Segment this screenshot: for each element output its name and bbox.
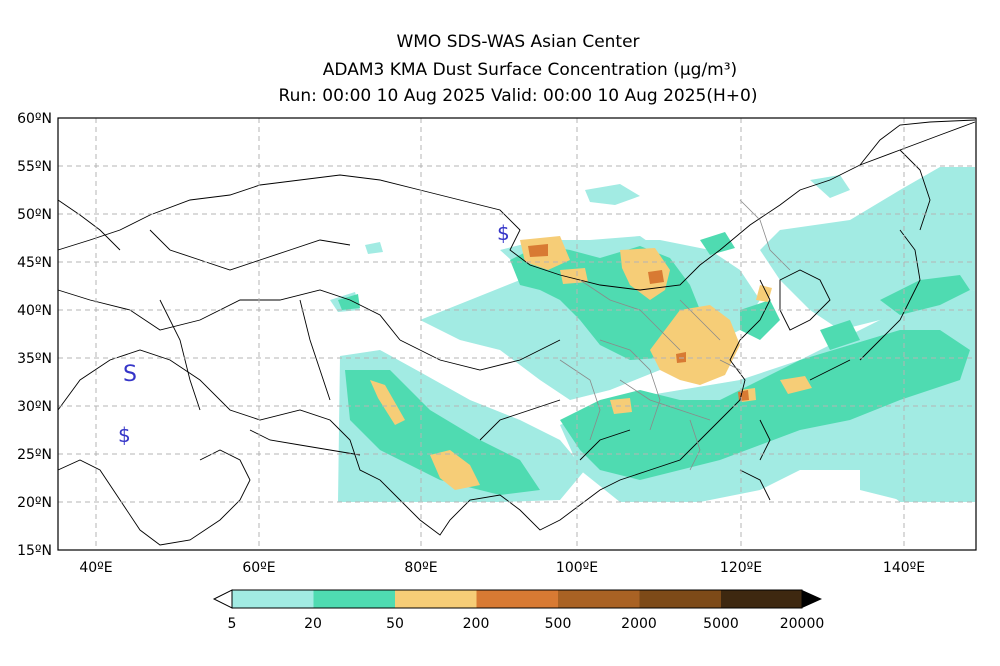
lat-label: 35ºN [17,351,52,367]
lon-label: 140ºE [883,560,925,576]
colorbar-swatch [639,590,721,608]
map-frame [57,117,977,551]
lat-label: 20ºN [17,495,52,511]
run-valid-time: Run: 00:00 10 Aug 2025 Valid: 00:00 10 A… [278,86,758,106]
colorbar-arrow-low [212,589,233,609]
colorbar-swatch [313,590,395,608]
lon-label: 100ºE [556,560,598,576]
lat-label: 50ºN [17,207,52,223]
colorbar-tick-label: 500 [545,616,572,632]
colorbar-tick-label: 20000 [780,616,825,632]
lon-label: 80ºE [404,560,437,576]
chart-title: WMO SDS-WAS Asian Center [396,32,640,52]
lat-label: 45ºN [17,255,52,271]
station-marker: $ [497,221,510,245]
colorbar-tick-label: 2000 [621,616,657,632]
lat-label: 25ºN [17,447,52,463]
colorbar-swatch [395,590,477,608]
station-marker: $ [118,423,131,447]
country-borders [57,119,976,546]
colorbar-swatch [558,590,640,608]
colorbar-arrow-high [802,590,822,608]
colorbar-tick-label: 20 [304,616,322,632]
lon-label: 120ºE [720,560,762,576]
colorbar: 5 20 50 200 500 2000 5000 20000 [212,589,825,632]
colorbar-tick-label: 200 [463,616,490,632]
colorbar-swatch [476,590,558,608]
colorbar-tick-label: 50 [386,616,404,632]
chart-subtitle: ADAM3 KMA Dust Surface Concentration (μg… [322,60,738,80]
province-borders [559,199,791,471]
station-marker: S [123,362,137,387]
colorbar-swatch [721,590,802,608]
lon-label: 60ºE [242,560,275,576]
colorbar-tick-label: 5000 [703,616,739,632]
lat-label: 15ºN [17,543,52,559]
dust-field-layer [330,167,975,502]
colorbar-swatch [232,590,314,608]
graticule [58,118,976,550]
lat-label: 60ºN [17,111,52,127]
colorbar-tick-label: 5 [228,616,237,632]
lat-label: 55ºN [17,159,52,175]
lat-label: 40ºN [17,303,52,319]
lat-label: 30ºN [17,399,52,415]
lon-label: 40ºE [79,560,112,576]
